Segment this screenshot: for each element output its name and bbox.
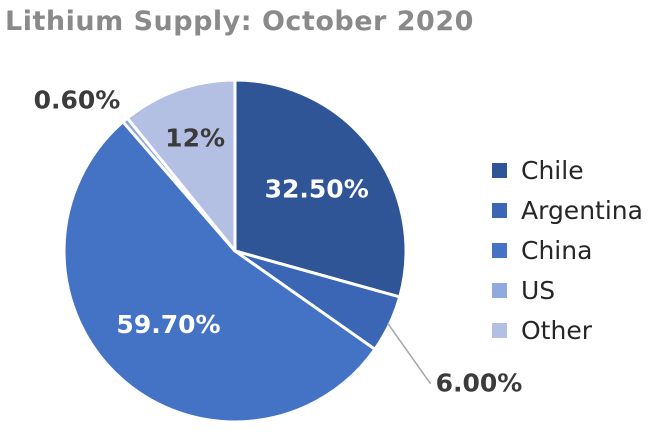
legend: Chile Argentina China US Other (492, 150, 643, 350)
legend-swatch-china (492, 242, 507, 258)
leader-lines (387, 322, 431, 384)
data-label-chile: 32.50% (265, 175, 369, 204)
leader-line-argentina (387, 322, 431, 384)
legend-swatch-chile (492, 162, 507, 178)
chart-title: Lithium Supply: October 2020 (5, 6, 474, 37)
legend-label-china: China (521, 235, 593, 265)
legend-item-china: China (492, 230, 643, 270)
legend-item-other: Other (492, 310, 643, 350)
legend-item-chile: Chile (492, 150, 643, 190)
pie-slices (62, 78, 408, 424)
data-label-us: 0.60% (34, 86, 121, 115)
legend-swatch-other (492, 322, 507, 338)
legend-label-argentina: Argentina (521, 195, 643, 225)
legend-label-chile: Chile (521, 155, 584, 185)
legend-label-other: Other (521, 315, 592, 345)
pie-slice-china (62, 120, 377, 424)
pie-slice-chile (233, 78, 408, 299)
legend-item-argentina: Argentina (492, 190, 643, 230)
legend-label-us: US (521, 275, 556, 305)
data-label-other: 12% (165, 124, 225, 153)
data-label-china: 59.70% (116, 310, 220, 339)
legend-swatch-us (492, 282, 507, 298)
legend-item-us: US (492, 270, 643, 310)
data-label-argentina: 6.00% (436, 369, 523, 398)
data-labels: 32.50% 6.00% 59.70% 0.60% 12% (34, 86, 523, 398)
legend-swatch-argentina (492, 202, 507, 218)
pie-slice-other (125, 78, 237, 253)
